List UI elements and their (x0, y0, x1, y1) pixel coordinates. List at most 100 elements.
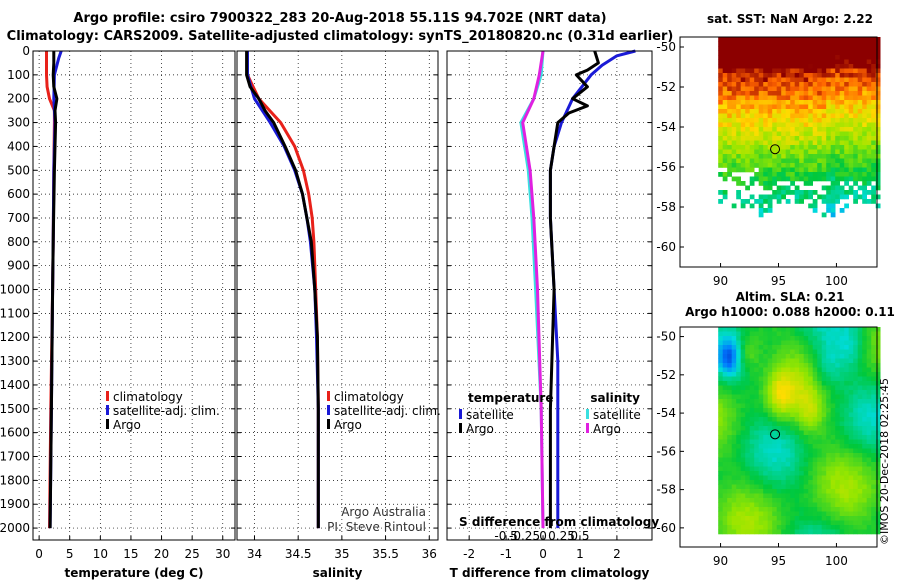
map-cell (812, 100, 818, 105)
map-cell (803, 100, 809, 105)
map-cell (758, 367, 764, 373)
map-cell (722, 46, 728, 51)
map-cell (808, 181, 813, 186)
map-cell (826, 68, 831, 74)
map-cell (848, 104, 854, 110)
map-cell (754, 73, 759, 78)
map-cell (772, 113, 777, 119)
map-cell (781, 190, 786, 195)
map-cell (812, 336, 818, 341)
map-cell (794, 471, 800, 476)
map-cell (866, 77, 872, 83)
map-cell (875, 354, 881, 359)
map-cell (749, 390, 755, 395)
map-cell (812, 439, 818, 445)
y-tick-label: -50 (656, 40, 676, 54)
map-cell (853, 394, 858, 400)
map-cell (776, 68, 782, 74)
map-cell (790, 349, 795, 355)
map-cell (731, 520, 737, 526)
map-cell (763, 122, 768, 128)
map-cell (722, 176, 728, 182)
map-cell (785, 158, 791, 164)
map-cell (794, 475, 800, 481)
map-cell (808, 149, 813, 155)
map-cell (731, 345, 737, 350)
map-cell (821, 421, 827, 427)
map-cell (767, 109, 773, 114)
map-cell (727, 462, 732, 467)
map-cell (821, 77, 827, 83)
map-cell (830, 185, 836, 191)
map-cell (848, 82, 854, 87)
map-cell (794, 109, 800, 114)
map-cell (736, 520, 741, 526)
map-cell (857, 176, 863, 182)
map-cell (763, 363, 768, 368)
map-cell (839, 82, 845, 87)
map-cell (776, 489, 782, 494)
map-cell (821, 163, 827, 168)
map-cell (727, 376, 732, 382)
map-cell (790, 172, 795, 177)
map-cell (875, 127, 881, 132)
map-cell (853, 426, 858, 431)
map-cell (767, 525, 773, 530)
map-cell (857, 426, 863, 431)
map-cell (844, 163, 849, 168)
map-cell (808, 444, 813, 449)
map-cell (866, 340, 872, 346)
map-cell (718, 421, 723, 427)
map-cell (785, 529, 791, 535)
map-cell (835, 448, 840, 454)
map-cell (866, 46, 872, 51)
map-cell (781, 41, 786, 47)
map-cell (758, 149, 764, 155)
map-cell (736, 349, 741, 355)
map-cell (736, 417, 741, 422)
map-cell (866, 136, 872, 141)
map-cell (808, 127, 813, 132)
map-cell (785, 59, 791, 65)
map-cell (866, 140, 872, 146)
map-cell (727, 502, 732, 508)
map-cell (731, 104, 737, 110)
map-cell (745, 480, 750, 485)
map-cell (826, 91, 831, 96)
map-cell (731, 444, 737, 449)
map-cell (758, 462, 764, 467)
map-cell (830, 475, 836, 481)
map-cell (830, 430, 836, 436)
map-cell (736, 37, 741, 42)
map-cell (790, 489, 795, 494)
map-cell (826, 466, 831, 472)
map-cell (835, 507, 840, 512)
map-cell (862, 127, 867, 132)
map-cell (781, 453, 786, 458)
map-cell (817, 145, 822, 150)
map-cell (848, 172, 854, 177)
map-cell (772, 457, 777, 463)
map-cell (758, 381, 764, 386)
map-cell (826, 394, 831, 400)
map-cell (740, 113, 746, 119)
map-cell (781, 86, 786, 92)
map-cell (839, 158, 845, 164)
map-cell (785, 376, 791, 382)
map-cell (857, 372, 863, 377)
map-cell (794, 46, 800, 51)
map-cell (853, 194, 858, 200)
map-cell (781, 194, 786, 200)
map-cell (857, 59, 863, 65)
legend-swatch (106, 405, 109, 415)
map-cell (799, 336, 804, 341)
map-cell (790, 109, 795, 114)
map-cell (749, 345, 755, 350)
map-cell (736, 372, 741, 377)
annotation-line: Argo Australia (341, 505, 426, 519)
map-cell (718, 363, 723, 368)
map-cell (758, 466, 764, 472)
map-cell (740, 122, 746, 128)
map-cell (817, 340, 822, 346)
map-cell (794, 100, 800, 105)
